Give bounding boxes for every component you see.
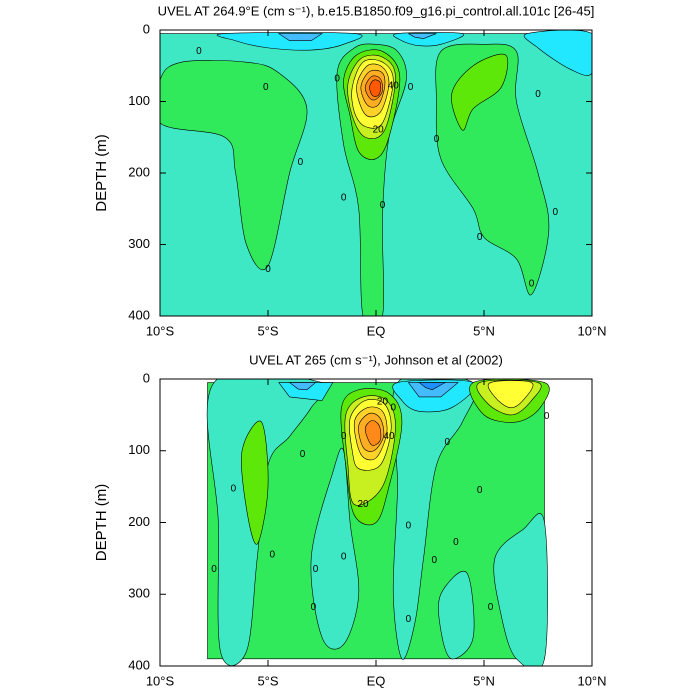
contour-region	[277, 33, 323, 42]
y-tick-label: 0	[143, 21, 150, 36]
contour-label: 0	[477, 232, 483, 243]
contour-label: 20	[377, 397, 389, 408]
contour-region	[288, 382, 317, 391]
contour-label: 0	[552, 207, 558, 218]
contour-region	[160, 60, 308, 271]
contour-label: 20	[357, 499, 369, 510]
y-tick-label: 0	[143, 370, 150, 385]
contour-label: 0	[390, 402, 396, 413]
contour-label: 0	[265, 264, 271, 275]
contour-region	[493, 513, 548, 666]
contour-label: 0	[434, 134, 440, 145]
contour-label: 0	[432, 555, 438, 566]
contour-label: 40	[383, 431, 395, 442]
x-tick-label: 10°N	[577, 673, 606, 688]
y-tick-label: 400	[128, 307, 150, 322]
contour-label: 0	[341, 193, 347, 204]
contour-label: 40	[388, 80, 400, 91]
contour-region	[438, 570, 475, 660]
contour-label: 0	[544, 411, 550, 422]
chart-title: UVEL AT 265 (cm s⁻¹), Johnson et al (200…	[249, 352, 503, 367]
contour-label: 0	[196, 46, 202, 57]
contour-label: 20	[373, 125, 385, 136]
x-tick-label: 10°N	[577, 323, 606, 338]
contour-label: 0	[270, 549, 276, 560]
contour-region	[487, 380, 534, 409]
contour-label: 0	[529, 278, 535, 289]
contour-label: 0	[406, 614, 412, 625]
contour-label: 0	[477, 485, 483, 496]
y-tick-label: 300	[128, 236, 150, 251]
contour-label: 0	[211, 564, 217, 575]
contour-label: 0	[380, 200, 386, 211]
contour-field: 0 0 0 0 0 0 0 0 0 0 0 0 0 40 20	[160, 30, 592, 316]
y-axis-label: DEPTH (m)	[93, 134, 110, 212]
y-tick-label: 400	[128, 657, 150, 672]
y-tick-label: 200	[128, 514, 150, 529]
contour-region	[418, 382, 447, 391]
contour-label: 0	[263, 82, 269, 93]
x-tick-label: 5°N	[473, 673, 495, 688]
x-tick-label: 10°S	[146, 673, 175, 688]
contour-label: 0	[453, 537, 459, 548]
y-tick-label: 300	[128, 586, 150, 601]
x-tick-label: 5°S	[257, 673, 278, 688]
contour-region	[216, 32, 363, 51]
contour-region	[364, 420, 382, 446]
chart-title: UVEL AT 264.9°E (cm s⁻¹), b.e15.B1850.f0…	[158, 3, 595, 18]
contour-label: 0	[334, 73, 340, 84]
contour-label: 0	[341, 431, 347, 442]
contour-region	[241, 420, 269, 545]
contour-region	[369, 79, 382, 97]
y-tick-label: 200	[128, 164, 150, 179]
contour-label: 0	[444, 437, 450, 448]
contour-label: 0	[341, 552, 347, 563]
x-tick-label: 5°N	[473, 323, 495, 338]
contour-region	[523, 30, 592, 76]
x-tick-label: 10°S	[146, 323, 175, 338]
contour-label: 0	[298, 157, 304, 168]
x-tick-label: 5°S	[257, 323, 278, 338]
x-tick-label: EQ	[367, 673, 386, 688]
contour-region	[393, 32, 465, 47]
contour-label: 0	[313, 564, 319, 575]
contour-label: 0	[311, 602, 317, 613]
y-tick-label: 100	[128, 93, 150, 108]
contour-label: 0	[488, 602, 494, 613]
y-tick-label: 100	[128, 442, 150, 457]
x-tick-label: EQ	[367, 323, 386, 338]
contour-label: 0	[408, 82, 414, 93]
contour-region	[408, 33, 437, 39]
contour-label: 0	[300, 449, 306, 460]
contour-label: 0	[231, 483, 237, 494]
contour-label: 0	[535, 89, 541, 100]
contour-region	[451, 53, 509, 131]
contour-label: 0	[406, 521, 412, 532]
y-axis-label: DEPTH (m)	[93, 484, 110, 562]
